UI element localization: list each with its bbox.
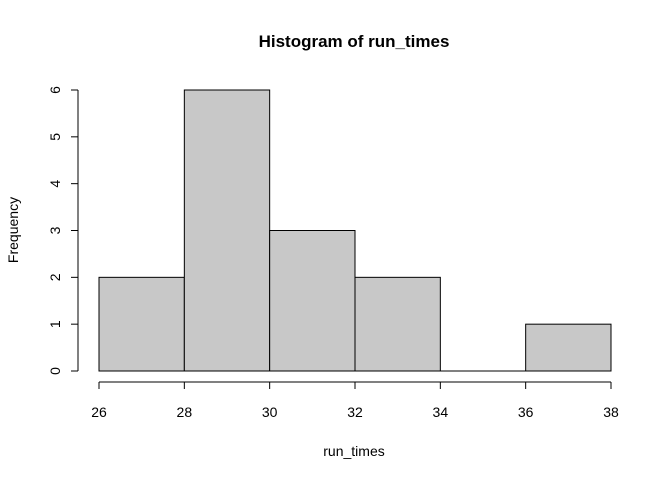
histogram-bar bbox=[354, 276, 441, 372]
y-tick-label: 3 bbox=[47, 226, 63, 234]
histogram-bar bbox=[525, 323, 612, 372]
y-tick-label: 1 bbox=[47, 320, 63, 328]
x-tick-label: 30 bbox=[262, 404, 278, 420]
y-axis-label: Frequency bbox=[5, 197, 21, 263]
y-tick-label: 0 bbox=[47, 367, 63, 375]
x-tick-label: 26 bbox=[91, 404, 107, 420]
x-tick-label: 36 bbox=[518, 404, 534, 420]
histogram-bars bbox=[98, 89, 612, 372]
x-axis-label: run_times bbox=[323, 443, 384, 459]
histogram-bar bbox=[98, 276, 185, 372]
x-tick-label: 32 bbox=[347, 404, 363, 420]
y-tick-label: 4 bbox=[47, 180, 63, 188]
x-tick-label: 38 bbox=[603, 404, 619, 420]
y-tick-label: 5 bbox=[47, 133, 63, 141]
chart-title: Histogram of run_times bbox=[259, 32, 450, 51]
y-axis: 0 1 2 3 4 5 6 bbox=[47, 86, 79, 375]
y-tick-label: 2 bbox=[47, 273, 63, 281]
x-tick-label: 34 bbox=[433, 404, 449, 420]
x-tick-label: 28 bbox=[177, 404, 193, 420]
x-axis: 26 28 30 32 34 36 38 bbox=[91, 381, 619, 420]
histogram-bar bbox=[183, 89, 271, 372]
histogram-bar bbox=[269, 230, 356, 372]
y-tick-label: 6 bbox=[47, 86, 63, 94]
